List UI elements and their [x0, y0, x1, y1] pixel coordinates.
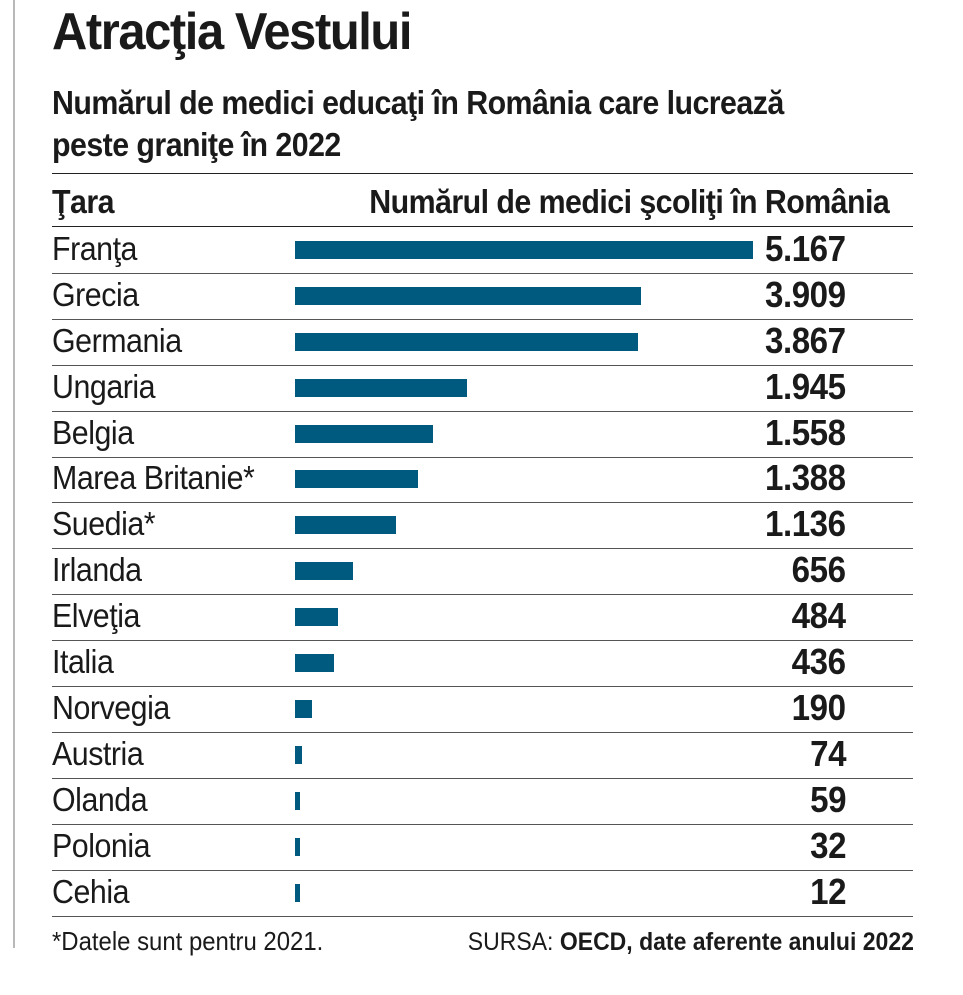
- bar: [295, 699, 312, 718]
- row-label: Belgia: [52, 413, 134, 451]
- row-divider: [52, 640, 913, 641]
- row-divider: [52, 365, 913, 366]
- header-bottom-rule: [52, 226, 913, 227]
- bar: [295, 240, 753, 259]
- value-label: 1.136: [765, 503, 846, 545]
- value-label: 3.867: [765, 319, 846, 361]
- source-text: OECD, date aferente anului 2022: [559, 928, 914, 956]
- value-label: 32: [810, 824, 846, 866]
- row-label: Ungaria: [52, 367, 156, 405]
- row-label: Cehia: [52, 872, 130, 910]
- row-label: Irlanda: [52, 551, 142, 589]
- value-label: 3.909: [765, 273, 846, 315]
- row-divider: [52, 502, 913, 503]
- value-column-header: Numărul de medici şcoliţi în România: [369, 183, 890, 220]
- row-label: Marea Britanie*: [52, 459, 255, 497]
- value-label: 190: [792, 686, 846, 728]
- bar: [295, 562, 354, 581]
- bar: [295, 883, 300, 902]
- row-divider: [52, 273, 913, 274]
- row-divider: [52, 732, 913, 733]
- row-divider: [52, 916, 913, 917]
- bar: [295, 791, 301, 810]
- value-label: 59: [810, 778, 846, 820]
- source-credit: SURSA: OECD, date aferente anului 2022: [468, 928, 914, 957]
- bar: [295, 516, 396, 535]
- bar: [295, 654, 334, 673]
- value-label: 5.167: [765, 227, 846, 269]
- row-divider: [52, 686, 913, 687]
- bar: [295, 470, 419, 489]
- value-label: 74: [810, 732, 846, 774]
- row-divider: [52, 411, 913, 412]
- row-divider: [52, 548, 913, 549]
- row-label: Elveţia: [52, 597, 140, 635]
- left-border-line: [13, 0, 15, 948]
- row-label: Norvegia: [52, 688, 170, 726]
- row-divider: [52, 824, 913, 825]
- value-label: 484: [792, 595, 846, 637]
- row-label: Polonia: [52, 826, 151, 864]
- bar: [295, 286, 642, 305]
- row-label: Germania: [52, 321, 182, 359]
- footnote: *Datele sunt pentru 2021.: [52, 926, 324, 956]
- bar: [295, 378, 468, 397]
- row-label: Olanda: [52, 780, 148, 818]
- row-label: Austria: [52, 734, 144, 772]
- value-label: 12: [810, 870, 846, 912]
- chart-subtitle: Numărul de medici educaţi în România car…: [52, 84, 784, 163]
- value-label: 656: [792, 549, 846, 591]
- value-label: 1.388: [765, 457, 846, 499]
- chart-title: Atracţia Vestului: [52, 3, 412, 61]
- value-label: 1.945: [765, 365, 846, 407]
- bar: [295, 837, 300, 856]
- country-column-header: Ţara: [52, 183, 114, 220]
- row-label: Franţa: [52, 229, 137, 267]
- row-divider: [52, 594, 913, 595]
- bar: [295, 424, 434, 443]
- bar: [295, 745, 302, 764]
- value-label: 436: [792, 641, 846, 683]
- bar: [295, 332, 638, 351]
- row-label: Grecia: [52, 275, 139, 313]
- row-label: Suedia*: [52, 505, 156, 543]
- bar: [295, 608, 338, 627]
- source-label: SURSA:: [467, 928, 554, 956]
- header-top-rule: [52, 173, 913, 174]
- row-divider: [52, 457, 913, 458]
- row-divider: [52, 319, 913, 320]
- row-divider: [52, 778, 913, 779]
- row-label: Italia: [52, 643, 114, 681]
- value-label: 1.558: [765, 411, 846, 453]
- row-divider: [52, 870, 913, 871]
